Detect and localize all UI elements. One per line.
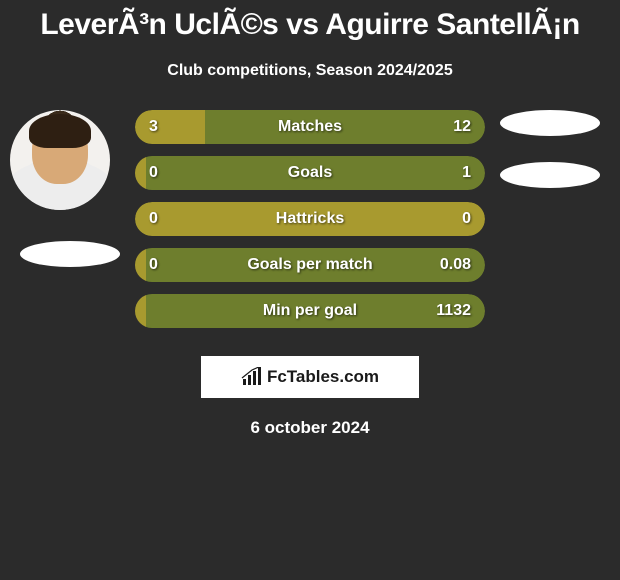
stat-label: Goals: [288, 164, 332, 182]
stat-value-left: 0: [149, 256, 158, 274]
stat-row: Goals 0 1: [135, 156, 485, 190]
stats-area: Matches312Goals01Hattricks00Goals per ma…: [0, 110, 620, 340]
page-title: LeverÃ³n UclÃ©s vs Aguirre SantellÃ¡n: [0, 0, 620, 42]
player-right-placeholder-oval-2: [500, 162, 600, 188]
stat-row: Min per goal 1132: [135, 294, 485, 328]
stat-value-left: 3: [149, 118, 158, 136]
stat-label: Min per goal: [263, 302, 357, 320]
stat-value-right: 1: [462, 164, 471, 182]
avatar-hair: [29, 114, 91, 148]
stat-value-left: 0: [149, 164, 158, 182]
stat-row: Goals per match 0 0.08: [135, 248, 485, 282]
stat-bars: Matches312Goals01Hattricks00Goals per ma…: [135, 110, 485, 340]
stat-value-right: 12: [453, 118, 471, 136]
stat-value-right: 0.08: [440, 256, 471, 274]
player-right-placeholder-oval-1: [500, 110, 600, 136]
stat-value-right: 0: [462, 210, 471, 228]
date: 6 october 2024: [0, 418, 620, 438]
stat-row: Matches 3 12: [135, 110, 485, 144]
chart-bars-icon: [241, 367, 263, 387]
source-logo: FcTables.com: [201, 356, 419, 398]
stat-bar-left: [135, 156, 146, 190]
stat-label: Hattricks: [276, 210, 344, 228]
subtitle: Club competitions, Season 2024/2025: [0, 62, 620, 80]
stat-bar-left: [135, 294, 146, 328]
stat-value-left: 0: [149, 210, 158, 228]
source-logo-text: FcTables.com: [267, 367, 379, 387]
stat-value-right: 1132: [436, 302, 471, 320]
stat-label: Matches: [278, 118, 342, 136]
comparison-card: LeverÃ³n UclÃ©s vs Aguirre SantellÃ¡n Cl…: [0, 0, 620, 438]
stat-bar-left: [135, 248, 146, 282]
stat-bar-right: [205, 110, 485, 144]
player-left-placeholder-oval: [20, 241, 120, 267]
stat-label: Goals per match: [247, 256, 372, 274]
player-left-avatar: [10, 110, 110, 210]
stat-bar-left: [135, 110, 205, 144]
stat-row: Hattricks 0 0: [135, 202, 485, 236]
